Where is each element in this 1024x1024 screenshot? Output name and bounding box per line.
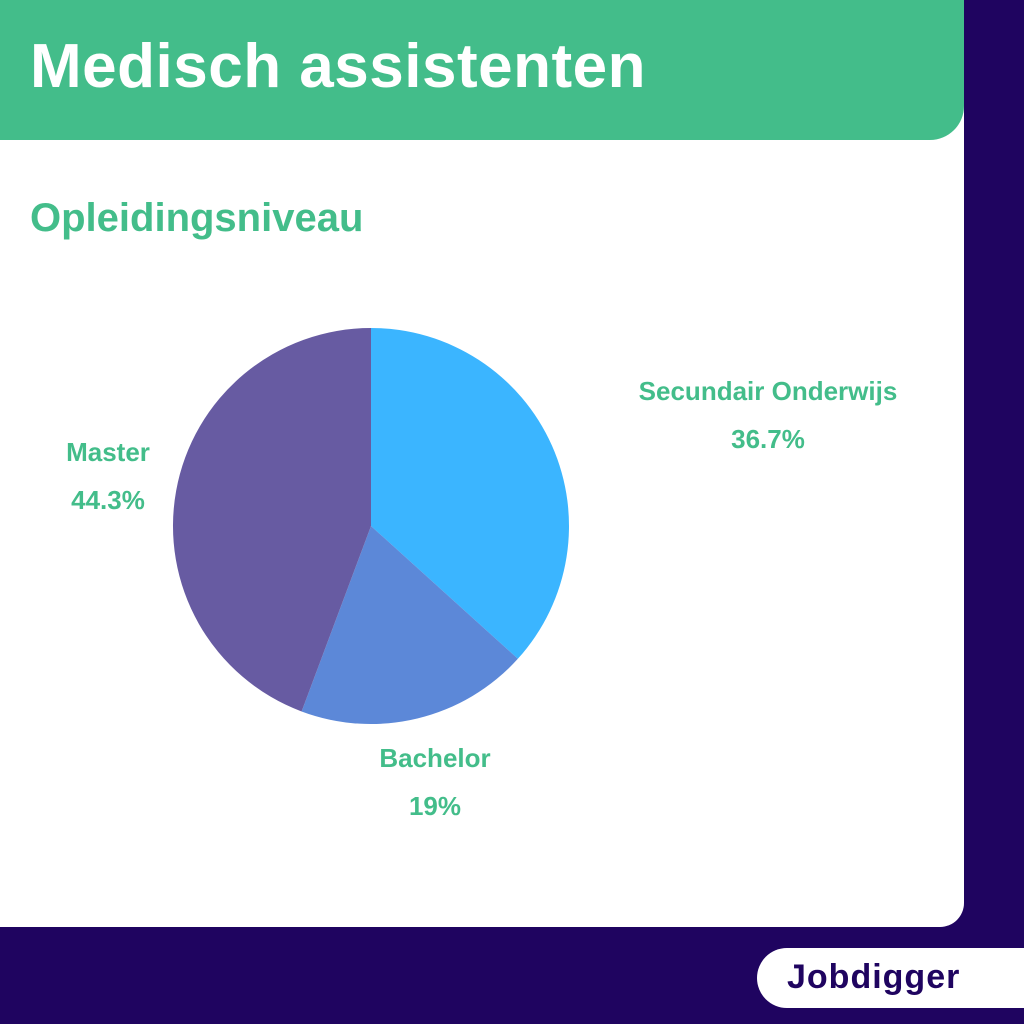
logo-text: Jobdigger: [787, 958, 961, 996]
content-card: Medisch assistenten Opleidingsniveau Sec…: [0, 0, 964, 927]
slice-value-label: 44.3%: [71, 485, 145, 515]
slice-label: Secundair Onderwijs: [639, 376, 898, 406]
slice-label: Bachelor: [379, 743, 490, 773]
slice-label: Master: [66, 437, 150, 467]
pie-slice-secundair-onderwijs: [371, 328, 569, 659]
page-title: Medisch assistenten: [30, 32, 646, 101]
slice-value-label: 19%: [409, 791, 461, 821]
pie-chart: Secundair Onderwijs 36.7% Bachelor 19% Maste…: [66, 328, 898, 821]
jobdigger-logo: Jobdigger: [757, 948, 1024, 1008]
slice-value-label: 36.7%: [731, 424, 805, 454]
chart-title: Opleidingsniveau: [30, 196, 364, 240]
pie-slice-master: [172, 328, 371, 712]
pie-slice-bachelor: [301, 526, 518, 725]
header-bar: Medisch assistenten: [0, 0, 964, 140]
